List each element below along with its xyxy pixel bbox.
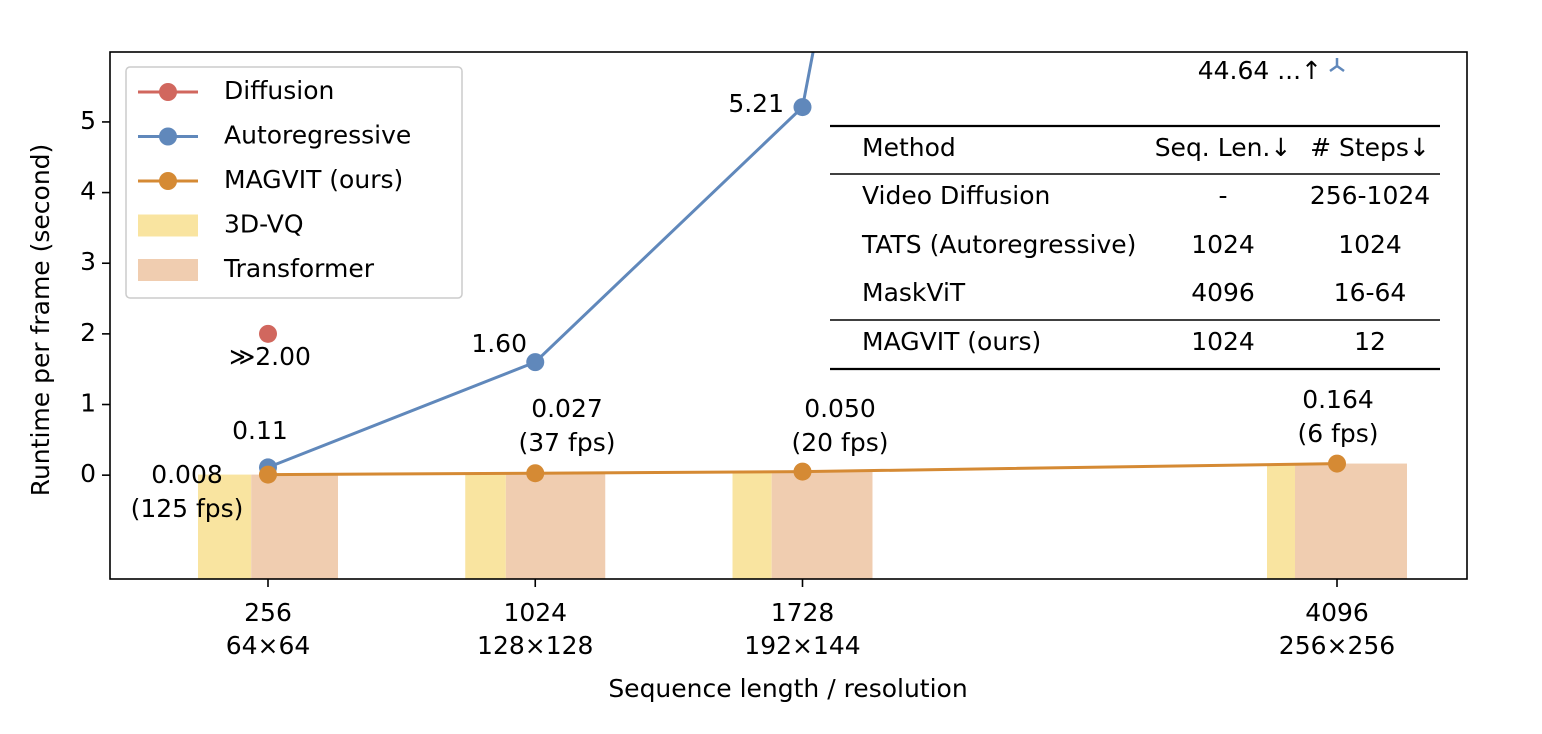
value-label: 5.21 — [728, 89, 784, 118]
x-tick-sublabel: 256×256 — [1279, 631, 1395, 660]
x-tick-label: 4096 — [1305, 598, 1369, 627]
table-cell: 1024 — [1338, 230, 1402, 259]
share-bar — [771, 471, 873, 579]
table-cell: 12 — [1354, 327, 1386, 356]
x-tick-sublabel: 128×128 — [477, 631, 593, 660]
value-label: 44.64 ...↑ — [1198, 56, 1322, 85]
table-header: Seq. Len.↓ — [1155, 133, 1292, 162]
table-cell: 1024 — [1191, 230, 1255, 259]
fps-label: (37 fps) — [519, 428, 616, 457]
table-cell: MaskViT — [862, 278, 966, 307]
share-bar — [465, 473, 506, 579]
series-point — [526, 353, 545, 372]
legend-swatch — [138, 259, 198, 281]
share-bar — [505, 473, 606, 579]
legend-marker — [159, 83, 177, 101]
series-point — [1328, 454, 1346, 473]
legend-label: MAGVIT (ours) — [224, 165, 403, 194]
x-tick-label: 256 — [244, 598, 292, 627]
legend-swatch — [138, 214, 198, 237]
value-label: ≫2.00 — [229, 342, 311, 371]
table-header: Method — [862, 133, 956, 162]
x-axis-label: Sequence length / resolution — [608, 674, 967, 703]
share-bar — [198, 474, 252, 579]
legend-box — [125, 66, 463, 299]
legend-label: Diffusion — [224, 76, 334, 105]
y-tick-label: 0 — [80, 459, 96, 488]
share-bar — [732, 471, 772, 579]
y-tick-label: 2 — [80, 318, 96, 347]
x-tick-label: 1024 — [503, 598, 567, 627]
value-label: 0.008 — [151, 460, 223, 489]
table-cell: 256-1024 — [1310, 181, 1430, 210]
series-point — [793, 98, 812, 117]
table-header: # Steps↓ — [1310, 133, 1430, 162]
series-point — [259, 324, 277, 343]
x-tick-sublabel: 64×64 — [226, 631, 311, 660]
share-bar — [251, 474, 338, 579]
table-cell: 1024 — [1191, 327, 1255, 356]
plot-area — [198, 52, 1407, 579]
off-scale-marker — [1329, 58, 1345, 73]
y-tick-label: 4 — [80, 177, 96, 206]
legend-label: Transformer — [223, 254, 375, 283]
legend-marker — [159, 172, 177, 190]
table-cell: 4096 — [1191, 278, 1255, 307]
table-cell: 16-64 — [1334, 278, 1407, 307]
series-point — [526, 464, 545, 483]
value-label: 1.60 — [471, 329, 527, 358]
axes-frame — [109, 51, 1468, 580]
fps-label: (20 fps) — [792, 428, 889, 457]
x-tick-sublabel: 192×144 — [744, 631, 860, 660]
value-label: 0.11 — [232, 416, 288, 445]
table-cell: MAGVIT (ours) — [862, 327, 1041, 356]
table-cell: TATS (Autoregressive) — [861, 230, 1136, 259]
share-bar — [1267, 463, 1295, 579]
fps-label: (6 fps) — [1297, 419, 1378, 448]
series-point — [793, 462, 812, 481]
series-line — [267, 462, 1338, 477]
fps-label: (125 fps) — [131, 494, 244, 523]
series-line — [267, 52, 815, 469]
y-tick-label: 1 — [80, 389, 96, 418]
value-label: 0.027 — [531, 394, 603, 423]
legend-label: 3D-VQ — [224, 210, 304, 239]
x-tick-label: 1728 — [771, 598, 835, 627]
legend-label: Autoregressive — [224, 121, 411, 150]
value-label: 0.164 — [1302, 385, 1374, 414]
y-tick-label: 5 — [80, 106, 96, 135]
y-tick-label: 3 — [80, 247, 96, 276]
table-cell: Video Diffusion — [862, 181, 1050, 210]
share-bar — [1295, 463, 1407, 579]
table-cell: - — [1218, 181, 1227, 210]
value-label: 0.050 — [804, 394, 876, 423]
series-point — [259, 465, 277, 484]
y-axis-label: Runtime per frame (second) — [26, 144, 55, 497]
legend-marker — [159, 127, 177, 146]
